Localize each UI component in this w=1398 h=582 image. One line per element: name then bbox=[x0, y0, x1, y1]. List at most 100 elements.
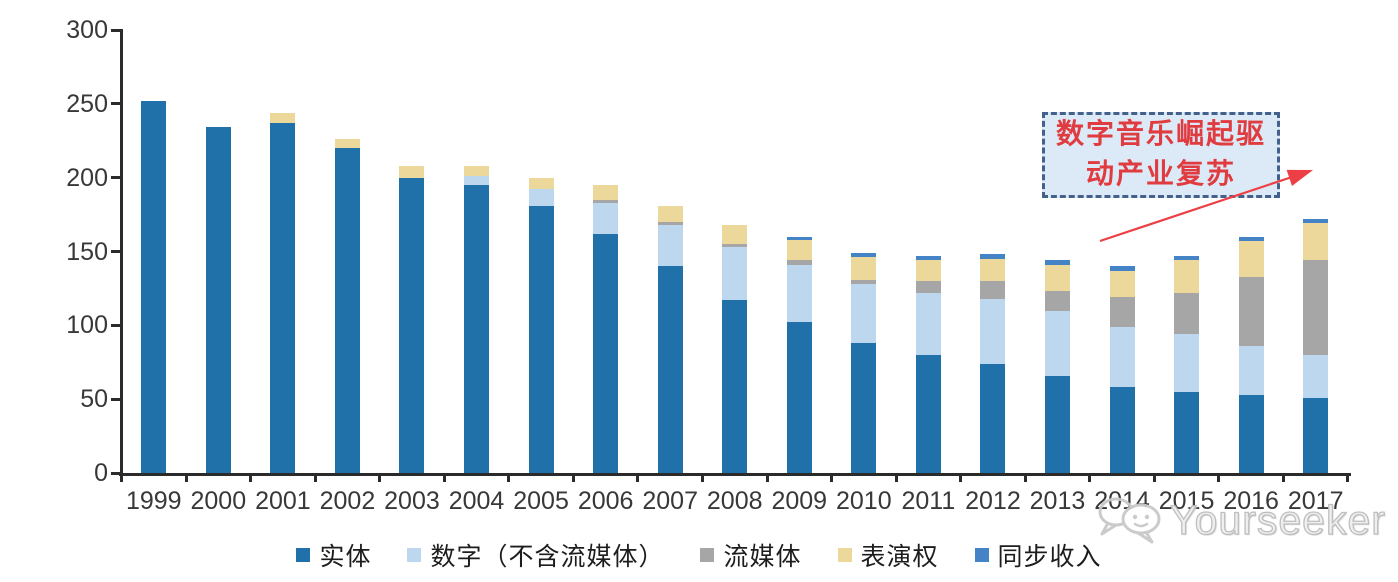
legend-item-performance-rights: 表演权 bbox=[837, 537, 939, 573]
bar-2013 bbox=[1044, 260, 1070, 473]
x-tick bbox=[959, 473, 963, 482]
bar-2010 bbox=[851, 252, 877, 473]
x-axis-tick-label: 2002 bbox=[319, 487, 376, 515]
y-tick bbox=[111, 250, 120, 253]
bar-segment-physical bbox=[980, 363, 1006, 473]
legend-label-sync-revenue: 同步收入 bbox=[997, 544, 1102, 571]
legend-swatch-performance-rights bbox=[837, 548, 852, 562]
bar-2011 bbox=[915, 255, 941, 473]
bar-segment-performance-rights bbox=[399, 165, 425, 178]
bar-segment-digital-excl-streaming bbox=[786, 264, 812, 323]
x-tick bbox=[378, 473, 382, 482]
legend-label-physical: 实体 bbox=[319, 544, 372, 571]
bar-segment-physical bbox=[657, 266, 683, 473]
x-tick bbox=[313, 473, 317, 482]
bar-2005 bbox=[528, 177, 554, 473]
x-tick bbox=[1023, 473, 1027, 482]
bar-segment-digital-excl-streaming bbox=[528, 189, 554, 206]
legend-item-sync-revenue: 同步收入 bbox=[974, 537, 1102, 573]
y-tick bbox=[111, 471, 120, 475]
y-axis-tick-label: 250 bbox=[66, 89, 108, 118]
bar-segment-physical bbox=[1174, 391, 1200, 473]
x-tick bbox=[507, 473, 511, 482]
chat-bubbles-icon bbox=[1098, 497, 1161, 544]
x-axis-tick-label: 2005 bbox=[513, 487, 569, 515]
bar-segment-sync-revenue bbox=[1109, 266, 1135, 271]
bar-2007 bbox=[657, 205, 683, 473]
bar-segment-digital-excl-streaming bbox=[1303, 354, 1329, 398]
bar-segment-sync-revenue bbox=[1238, 236, 1264, 242]
bar-segment-digital-excl-streaming bbox=[722, 247, 748, 301]
bar-segment-sync-revenue bbox=[786, 236, 812, 240]
bar-segment-streaming bbox=[722, 244, 748, 248]
y-tick bbox=[111, 28, 120, 32]
bar-segment-digital-excl-streaming bbox=[1044, 310, 1070, 376]
y-tick bbox=[111, 102, 120, 106]
bar-segment-performance-rights bbox=[593, 185, 619, 200]
bar-segment-sync-revenue bbox=[1303, 219, 1329, 224]
x-tick bbox=[765, 473, 769, 482]
bar-segment-sync-revenue bbox=[915, 255, 941, 261]
legend-label-performance-rights: 表演权 bbox=[860, 544, 939, 571]
bar-2000 bbox=[205, 127, 231, 473]
x-axis-tick-label: 2008 bbox=[706, 487, 763, 515]
x-axis-tick-label: 2009 bbox=[771, 487, 828, 515]
bar-segment-physical bbox=[593, 233, 619, 473]
annotation-text-line2: 动产业复苏 bbox=[1085, 159, 1236, 190]
bar-2015 bbox=[1174, 255, 1200, 473]
bar-2012 bbox=[980, 254, 1006, 473]
x-axis-tick-label: 2001 bbox=[255, 487, 311, 515]
legend-label-digital-excl-streaming: 数字（不含流媒体） bbox=[430, 544, 665, 571]
bar-segment-performance-rights bbox=[851, 257, 877, 280]
bar-2002 bbox=[334, 139, 360, 473]
x-tick bbox=[1152, 473, 1156, 482]
legend-swatch-physical bbox=[296, 548, 311, 562]
annotation-callout: 数字音乐崛起驱 动产业复苏 bbox=[1042, 112, 1280, 198]
bar-segment-physical bbox=[1109, 387, 1135, 473]
bar-segment-sync-revenue bbox=[1174, 255, 1200, 261]
bar-segment-digital-excl-streaming bbox=[1238, 346, 1264, 395]
bar-segment-streaming bbox=[1109, 297, 1135, 327]
bar-segment-streaming bbox=[915, 281, 941, 293]
bar-segment-physical bbox=[1044, 375, 1070, 473]
x-tick bbox=[442, 473, 446, 482]
bar-segment-digital-excl-streaming bbox=[1109, 326, 1135, 388]
x-axis-tick-label: 2015 bbox=[1158, 487, 1215, 515]
y-tick bbox=[111, 397, 120, 401]
bar-2004 bbox=[464, 165, 490, 473]
bar-segment-digital-excl-streaming bbox=[851, 283, 877, 344]
y-tick bbox=[111, 176, 120, 180]
bar-segment-physical bbox=[141, 100, 167, 473]
x-tick bbox=[1088, 473, 1092, 482]
x-tick bbox=[1281, 473, 1285, 482]
bar-segment-physical bbox=[399, 177, 425, 473]
legend-swatch-streaming bbox=[700, 548, 715, 562]
y-axis-line bbox=[120, 29, 123, 476]
bar-segment-streaming bbox=[1303, 260, 1329, 355]
bar-segment-digital-excl-streaming bbox=[980, 298, 1006, 364]
bar-2009 bbox=[786, 236, 812, 473]
bar-segment-physical bbox=[205, 127, 231, 473]
chart-legend: 实体 数字（不含流媒体） 流媒体 表演权 同步收入 bbox=[0, 537, 1398, 573]
x-axis-tick-label: 2013 bbox=[1029, 487, 1086, 515]
bar-segment-digital-excl-streaming bbox=[657, 224, 683, 267]
bar-segment-streaming bbox=[593, 199, 619, 203]
bar-segment-performance-rights bbox=[657, 205, 683, 222]
legend-label-streaming: 流媒体 bbox=[723, 544, 802, 571]
x-axis-tick-label: 2010 bbox=[836, 487, 892, 515]
x-tick bbox=[830, 473, 834, 482]
bar-segment-physical bbox=[786, 322, 812, 473]
y-axis-tick-label: 200 bbox=[66, 163, 108, 192]
bar-segment-performance-rights bbox=[334, 139, 360, 149]
y-axis-tick-label: 50 bbox=[80, 385, 108, 414]
bar-segment-streaming bbox=[1238, 276, 1264, 346]
bar-segment-performance-rights bbox=[980, 258, 1006, 282]
legend-item-digital-excl-streaming: 数字（不含流媒体） bbox=[407, 537, 664, 573]
x-tick bbox=[1217, 473, 1221, 482]
x-axis-tick-label: 2017 bbox=[1287, 487, 1344, 515]
bar-segment-performance-rights bbox=[464, 165, 490, 177]
x-tick bbox=[571, 473, 575, 482]
bar-segment-streaming bbox=[1044, 291, 1070, 311]
bar-segment-performance-rights bbox=[1174, 260, 1200, 293]
